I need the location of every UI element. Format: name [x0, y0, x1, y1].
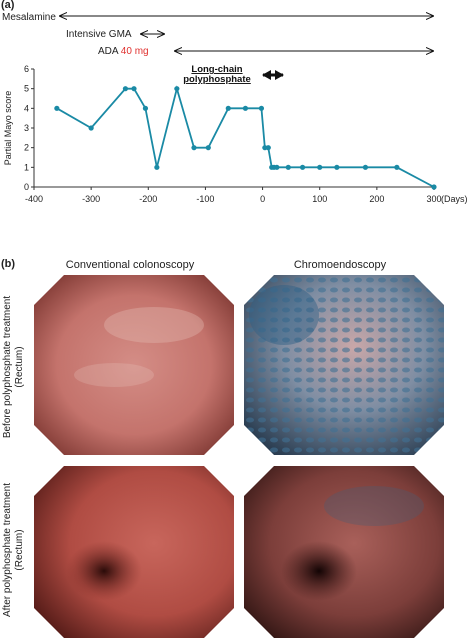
x-tick-label: 0: [260, 194, 265, 204]
x-tick-label: 100: [312, 194, 327, 204]
row-label-before-line2: (Rectum): [14, 346, 25, 388]
data-point: [54, 105, 60, 111]
y-tick-label: 0: [24, 182, 29, 192]
data-point: [131, 86, 137, 92]
photo-after-conventional: [34, 466, 234, 638]
row-label-before-line1: Before polyphosphate treatment: [2, 295, 13, 439]
y-tick-label: 5: [24, 84, 29, 94]
data-point: [242, 105, 249, 111]
data-point: [154, 164, 160, 170]
data-point: [142, 105, 149, 111]
panel-a-label: (a): [1, 0, 15, 11]
x-tick-label: 200: [369, 194, 384, 204]
data-point: [299, 164, 306, 170]
data-point: [88, 125, 94, 131]
data-point: [431, 184, 437, 190]
data-point: [265, 145, 271, 151]
x-tick-label: 300: [426, 194, 441, 204]
x-axis-unit: (Days): [441, 194, 468, 204]
x-tick-label: -400: [25, 194, 43, 204]
x-tick-label: -200: [139, 194, 157, 204]
ada-label: ADA 40 mg: [98, 46, 149, 57]
column-title-chromoendoscopy: Chromoendoscopy: [293, 259, 387, 271]
photo-before-chromoendoscopy: [244, 275, 444, 455]
row-label-before: Before polyphosphate treatment (Rectum): [2, 282, 26, 452]
mesalamine-label: Mesalamine: [2, 12, 56, 23]
series-line: [56, 85, 435, 188]
data-point: [258, 105, 265, 111]
polyphosphate-label-2: polyphosphate: [183, 74, 251, 85]
data-point: [225, 105, 231, 111]
data-point: [362, 164, 369, 170]
data-point: [205, 145, 211, 151]
data-point: [174, 86, 180, 92]
panel-a-chart: Mesalamine Intensive GMA ADA 40 mg Long-…: [2, 12, 468, 204]
intensive-gma-label: Intensive GMA: [66, 29, 132, 40]
photo-after-chromoendoscopy: [244, 466, 444, 638]
y-tick-label: 6: [24, 64, 29, 74]
polyphosphate-label-1: Long-chain: [191, 64, 242, 75]
row-label-after: After polyphosphate treatment (Rectum): [2, 465, 26, 635]
y-tick-label: 1: [24, 162, 29, 172]
data-point: [274, 164, 280, 170]
x-tick-label: -300: [82, 194, 100, 204]
ada-dose: 40 mg: [121, 46, 149, 57]
y-tick-label: 4: [24, 103, 29, 113]
data-point: [334, 164, 340, 170]
data-point: [122, 86, 129, 92]
column-title-conventional: Conventional colonoscopy: [65, 259, 195, 271]
y-tick-label: 2: [24, 143, 29, 153]
y-tick-label: 3: [24, 123, 29, 133]
panel-b-label: (b): [1, 258, 16, 270]
data-point: [317, 164, 323, 170]
data-point: [191, 145, 197, 151]
y-axis-title: Partial Mayo score: [3, 91, 13, 166]
row-label-after-line2: (Rectum): [14, 529, 25, 571]
data-point: [394, 164, 400, 170]
row-label-after-line1: After polyphosphate treatment: [2, 483, 13, 617]
photo-before-conventional: [34, 275, 234, 455]
x-tick-label: -100: [196, 194, 214, 204]
data-point: [285, 164, 291, 170]
